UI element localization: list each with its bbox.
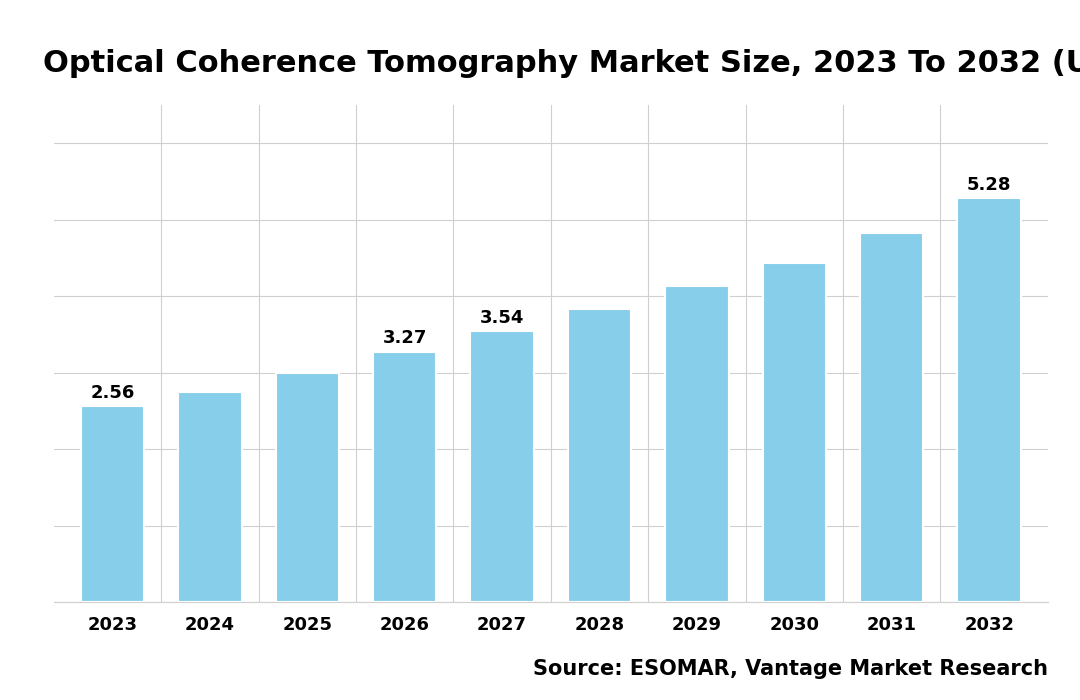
Bar: [471, 331, 534, 602]
Text: Optical Coherence Tomography Market Size, 2023 To 2032 (USD Billion): Optical Coherence Tomography Market Size…: [43, 49, 1080, 78]
Bar: [665, 286, 729, 602]
Text: 2.56: 2.56: [91, 384, 135, 402]
Bar: [275, 373, 339, 602]
Text: 3.27: 3.27: [382, 330, 427, 347]
Text: 3.54: 3.54: [480, 309, 524, 327]
Bar: [373, 352, 436, 602]
Bar: [958, 198, 1021, 602]
Bar: [860, 232, 923, 602]
Bar: [178, 393, 242, 602]
Text: 5.28: 5.28: [967, 176, 1011, 194]
Bar: [568, 309, 631, 602]
Text: Source: ESOMAR, Vantage Market Research: Source: ESOMAR, Vantage Market Research: [532, 659, 1048, 679]
Bar: [81, 406, 144, 602]
Bar: [762, 262, 826, 602]
